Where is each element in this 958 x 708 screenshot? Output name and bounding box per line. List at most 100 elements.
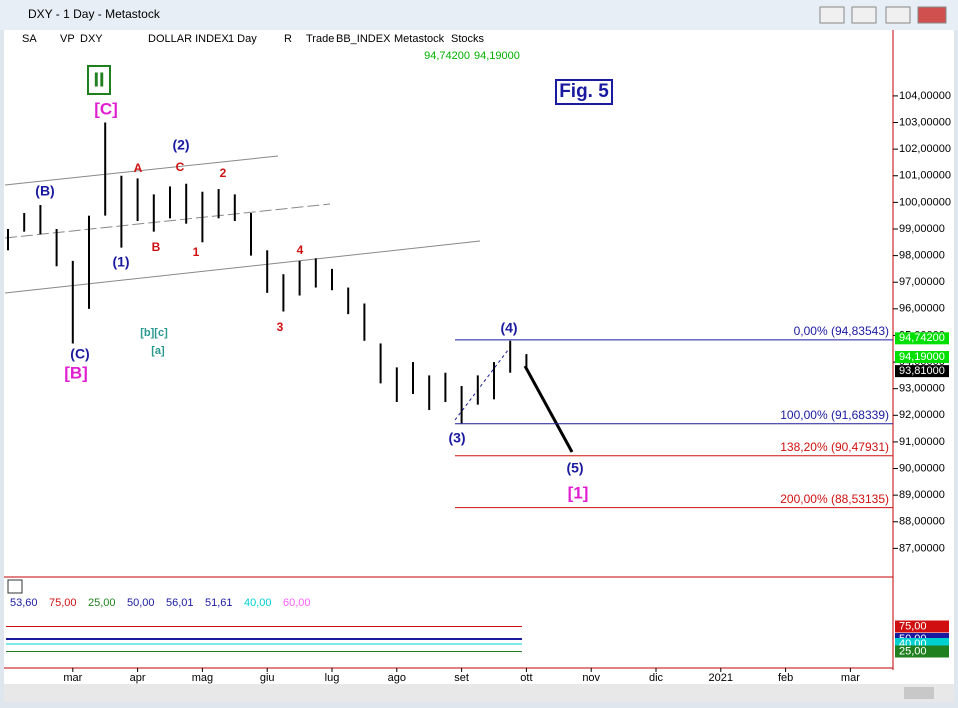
wave-label: B — [152, 240, 161, 254]
indicator-tag-label: 25,00 — [899, 645, 927, 657]
button[interactable] — [819, 6, 845, 24]
price-tag — [895, 332, 949, 345]
y-tick-label: 98,00000 — [899, 250, 945, 262]
x-tick-label: apr — [130, 672, 146, 684]
wave-label: 3 — [277, 320, 284, 334]
toolbar-item: DOLLAR INDEX — [148, 33, 229, 45]
x-tick-label: ago — [388, 672, 406, 684]
toolbar-item: Metastock — [394, 33, 445, 45]
wave-label: (3) — [448, 430, 465, 446]
wave-label: [C] — [94, 99, 118, 118]
title-bar — [0, 0, 958, 30]
fib-label: 138,20% (90,47931) — [780, 440, 889, 454]
indicator-value: 25,00 — [88, 597, 116, 609]
x-tick-label: mar — [841, 672, 860, 684]
wave-label: II — [93, 69, 104, 91]
indicator-value: 60,00 — [283, 597, 311, 609]
x-tick-label: giu — [260, 672, 275, 684]
fib-label: 0,00% (94,83543) — [794, 324, 889, 338]
projection-arrow — [523, 365, 574, 453]
wave-label: 1 — [193, 245, 200, 259]
x-tick-label: mag — [192, 672, 213, 684]
wave-label: (5) — [566, 460, 583, 476]
button[interactable] — [851, 6, 877, 24]
indicator-value: 51,61 — [205, 597, 233, 609]
indicator-value: 53,60 — [10, 597, 38, 609]
x-tick-label: feb — [778, 672, 793, 684]
window-title: DXY - 1 Day - Metastock — [28, 7, 161, 21]
channel-line — [4, 240, 481, 294]
toolbar-item: 1 Day — [228, 33, 257, 45]
figure-label: Fig. 5 — [559, 81, 609, 102]
label-box — [87, 65, 111, 95]
wave-label: (C) — [70, 346, 89, 362]
wave-label: [B] — [64, 363, 88, 382]
wave-label: 2 — [220, 166, 227, 180]
wave-labels: II [C] (2) A C 2 (B) (1) B 1 4 3 (C) [B]… — [35, 65, 613, 502]
x-tick-label: nov — [582, 672, 600, 684]
close-button[interactable] — [917, 6, 947, 24]
indicator-value: 40,00 — [244, 597, 272, 609]
close-panel[interactable] — [7, 579, 23, 594]
price-tag-label: 93,81000 — [899, 365, 945, 377]
y-tick-label: 89,00000 — [899, 489, 945, 501]
wave-label: (B) — [35, 183, 54, 199]
y-tick-label: 97,00000 — [899, 276, 945, 288]
x-tick-label: ott — [520, 672, 532, 684]
indicator-tag-label: 75,00 — [899, 620, 927, 632]
projection-line — [454, 349, 509, 421]
chart-area — [4, 30, 954, 702]
y-tick-label: 93,00000 — [899, 383, 945, 395]
toolbar-item: VP — [60, 33, 75, 45]
label-box — [555, 79, 613, 105]
scrollbar[interactable] — [4, 684, 954, 702]
price-tag — [895, 365, 949, 378]
indicator-value: 75,00 — [49, 597, 77, 609]
indicator-tag — [895, 645, 949, 658]
y-tick-label: 99,00000 — [899, 223, 945, 235]
x-tick-label: lug — [325, 672, 340, 684]
price-tag-label: 94,19000 — [899, 351, 945, 363]
x-tick-label: 2021 — [709, 672, 733, 684]
y-tick-label: 102,00000 — [899, 143, 951, 155]
y-tick-label: 101,00000 — [899, 170, 951, 182]
price-bars — [7, 122, 528, 424]
price-tag-label: 94,74200 — [899, 332, 945, 344]
wave-label: C — [176, 160, 185, 174]
quote: 94,19000 — [474, 50, 520, 62]
scroll-thumb[interactable] — [904, 687, 934, 699]
y-tick-label: 88,00000 — [899, 516, 945, 528]
toolbar-item: BB_INDEX — [336, 33, 391, 45]
button[interactable] — [885, 6, 911, 24]
y-tick-label: 104,00000 — [899, 90, 951, 102]
x-tick-label: dic — [649, 672, 664, 684]
quote: 94,74200 — [424, 50, 470, 62]
y-tick-label: 90,00000 — [899, 462, 945, 474]
wave-label: [b][c] — [140, 327, 168, 339]
toolbar-item: Stocks — [451, 33, 485, 45]
y-tick-label: 96,00000 — [899, 303, 945, 315]
x-tick-label: mar — [63, 672, 82, 684]
wave-label: A — [134, 161, 143, 175]
y-tick-label: 92,00000 — [899, 409, 945, 421]
wave-label: [1] — [568, 483, 589, 502]
toolbar: SA VP DXY DOLLAR INDEX 1 Day R Trade BB_INDEX Me… — [22, 33, 485, 45]
fib-label: 100,00% (91,68339) — [780, 408, 889, 422]
toolbar-item: SA — [22, 33, 37, 45]
indicator-tag — [895, 620, 949, 633]
toolbar-item: DXY — [80, 33, 103, 45]
y-tick-label: 100,00000 — [899, 196, 951, 208]
indicator-value: 56,01 — [166, 597, 194, 609]
channel-line — [4, 155, 279, 186]
toolbar-item: R — [284, 33, 292, 45]
price-tag — [895, 351, 949, 364]
y-tick-label: 87,00000 — [899, 542, 945, 554]
x-tick-label: set — [454, 672, 469, 684]
toolbar-item: Trade — [306, 33, 334, 45]
wave-label: (1) — [112, 254, 129, 270]
wave-label: (2) — [172, 137, 189, 153]
indicator-value: 50,00 — [127, 597, 155, 609]
wave-label: [a] — [151, 345, 165, 357]
